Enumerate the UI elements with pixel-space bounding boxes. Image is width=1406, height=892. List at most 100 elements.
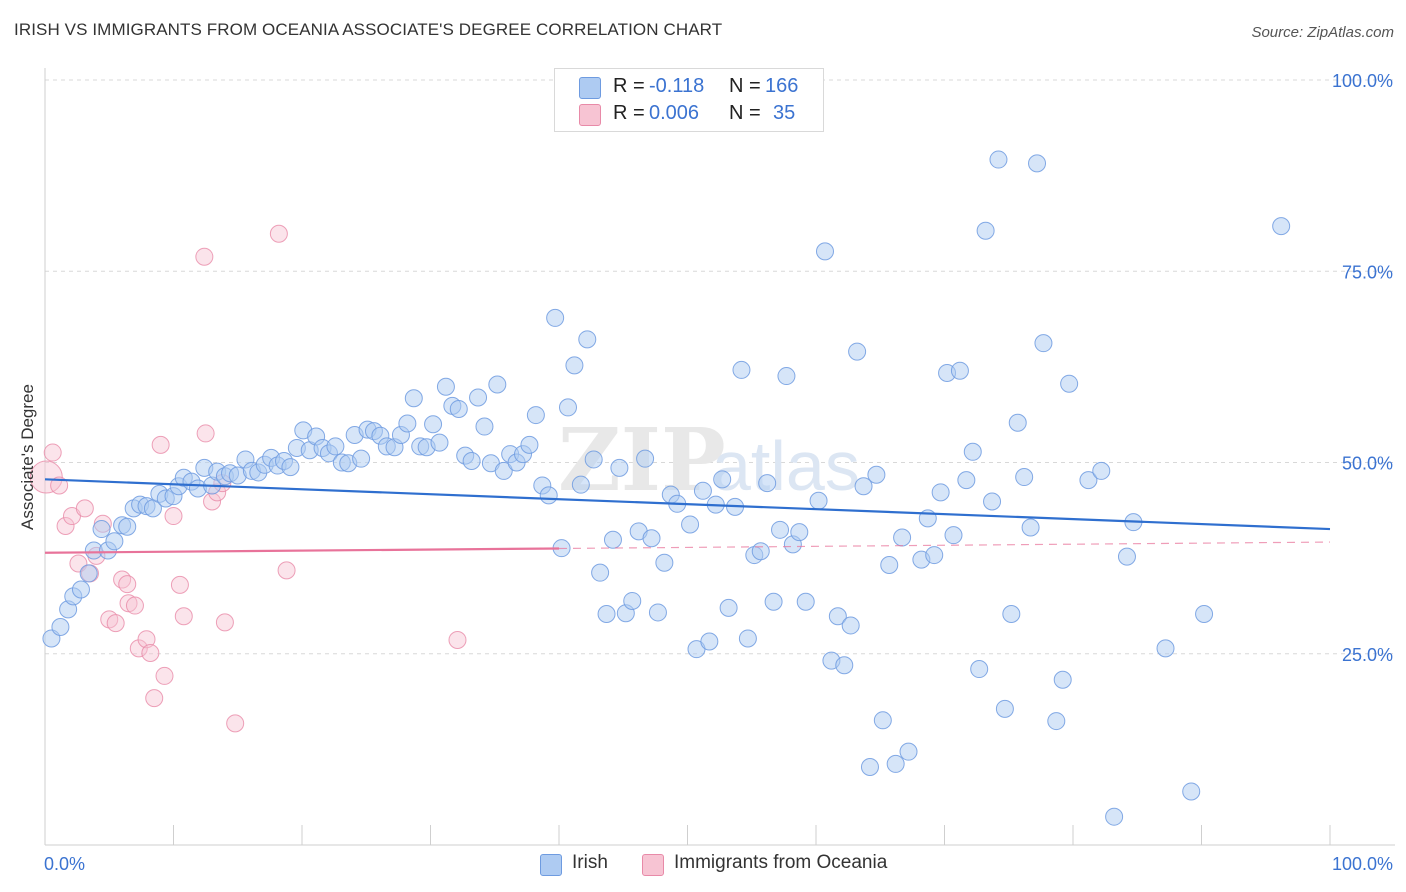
irish-point bbox=[828, 607, 847, 626]
irish-point bbox=[1034, 334, 1053, 353]
irish-point bbox=[1156, 639, 1175, 658]
oceania-point bbox=[106, 614, 125, 633]
trend-lines bbox=[44, 478, 1331, 554]
irish-point bbox=[610, 458, 629, 477]
oceania-point bbox=[43, 443, 62, 462]
oceania-point bbox=[155, 666, 174, 685]
irish-swatch bbox=[579, 77, 601, 99]
irish-point bbox=[925, 546, 944, 565]
irish-point bbox=[1053, 670, 1072, 689]
irish-point bbox=[105, 532, 124, 551]
n-value: 166 bbox=[765, 75, 799, 97]
r-value: -0.118 bbox=[649, 75, 705, 97]
irish-point bbox=[565, 356, 584, 375]
irish-point bbox=[655, 553, 674, 572]
oceania-point bbox=[164, 507, 183, 526]
irish-point bbox=[970, 660, 989, 679]
irish-trend-line bbox=[44, 478, 1331, 531]
irish-point bbox=[469, 388, 488, 407]
irish-point bbox=[404, 389, 423, 408]
irish-point bbox=[1047, 712, 1066, 731]
oceania-points bbox=[29, 224, 467, 733]
irish-point bbox=[957, 471, 976, 490]
oceania-point bbox=[277, 561, 296, 580]
irish-point bbox=[526, 406, 545, 425]
irish-legend-swatch bbox=[540, 854, 562, 876]
irish-point bbox=[931, 483, 950, 502]
irish-point bbox=[79, 564, 98, 583]
irish-point bbox=[700, 632, 719, 651]
oceania-point bbox=[75, 499, 94, 518]
y-tick-labels: 25.0% 50.0% 75.0% 100.0% bbox=[1332, 71, 1393, 665]
oceania-point bbox=[145, 689, 164, 708]
irish-point bbox=[546, 308, 565, 327]
irish-point bbox=[398, 414, 417, 433]
irish-point bbox=[623, 591, 642, 610]
irish-point bbox=[571, 475, 590, 494]
irish-points bbox=[42, 150, 1291, 826]
irish-point bbox=[1272, 217, 1291, 236]
irish-point bbox=[880, 556, 899, 575]
irish-point bbox=[1079, 471, 1098, 490]
irish-point bbox=[488, 375, 507, 394]
irish-point bbox=[758, 474, 777, 493]
oceania-point bbox=[170, 575, 189, 594]
irish-point bbox=[790, 523, 809, 542]
irish-point bbox=[835, 656, 854, 675]
irish-point bbox=[584, 450, 603, 469]
irish-point bbox=[475, 417, 494, 436]
oceania-point bbox=[56, 516, 75, 535]
irish-point bbox=[642, 529, 661, 548]
irish-point bbox=[636, 449, 655, 468]
irish-point bbox=[578, 330, 597, 349]
irish-point bbox=[1092, 461, 1111, 480]
irish-point bbox=[963, 442, 982, 461]
irish-point bbox=[1002, 604, 1021, 623]
irish-point bbox=[796, 592, 815, 611]
legend-label-irish: Irish bbox=[572, 852, 608, 873]
irish-point bbox=[732, 360, 751, 379]
irish-point bbox=[520, 435, 539, 454]
watermark-atlas: atlas bbox=[712, 427, 860, 505]
oceania-point bbox=[195, 247, 214, 266]
n-label: N = bbox=[729, 102, 761, 124]
irish-point bbox=[764, 592, 783, 611]
r-label: R = bbox=[613, 102, 645, 124]
irish-point bbox=[539, 486, 558, 505]
oceania-point bbox=[174, 607, 193, 626]
oceania-point bbox=[226, 714, 245, 733]
irish-point bbox=[1015, 468, 1034, 487]
irish-point bbox=[1028, 154, 1047, 173]
irish-point bbox=[1021, 518, 1040, 537]
irish-point bbox=[1117, 547, 1136, 566]
oceania-point bbox=[196, 424, 215, 443]
irish-point bbox=[681, 515, 700, 534]
y-tick-label: 75.0% bbox=[1342, 262, 1393, 282]
irish-point bbox=[591, 563, 610, 582]
irish-point bbox=[841, 616, 860, 635]
irish-point bbox=[449, 399, 468, 418]
oceania-point bbox=[448, 630, 467, 649]
irish-point bbox=[713, 470, 732, 489]
irish-point bbox=[944, 526, 963, 545]
irish-point bbox=[886, 754, 905, 773]
oceania-point bbox=[129, 639, 148, 658]
n-value: 35 bbox=[773, 102, 796, 124]
irish-point bbox=[976, 221, 995, 240]
irish-point bbox=[983, 492, 1002, 511]
oceania-legend-swatch bbox=[642, 854, 664, 876]
irish-point bbox=[424, 415, 443, 434]
irish-point bbox=[815, 242, 834, 261]
irish-point bbox=[867, 465, 886, 484]
oceania-point bbox=[151, 435, 170, 454]
irish-point bbox=[854, 477, 873, 496]
irish-point bbox=[352, 449, 371, 468]
irish-point bbox=[995, 699, 1014, 718]
irish-point bbox=[494, 461, 513, 480]
irish-point bbox=[1182, 782, 1201, 801]
irish-point bbox=[1008, 413, 1027, 432]
irish-point bbox=[860, 757, 879, 776]
y-tick-label: 100.0% bbox=[1332, 71, 1393, 91]
oceania-point bbox=[137, 630, 156, 649]
irish-point bbox=[950, 361, 969, 380]
